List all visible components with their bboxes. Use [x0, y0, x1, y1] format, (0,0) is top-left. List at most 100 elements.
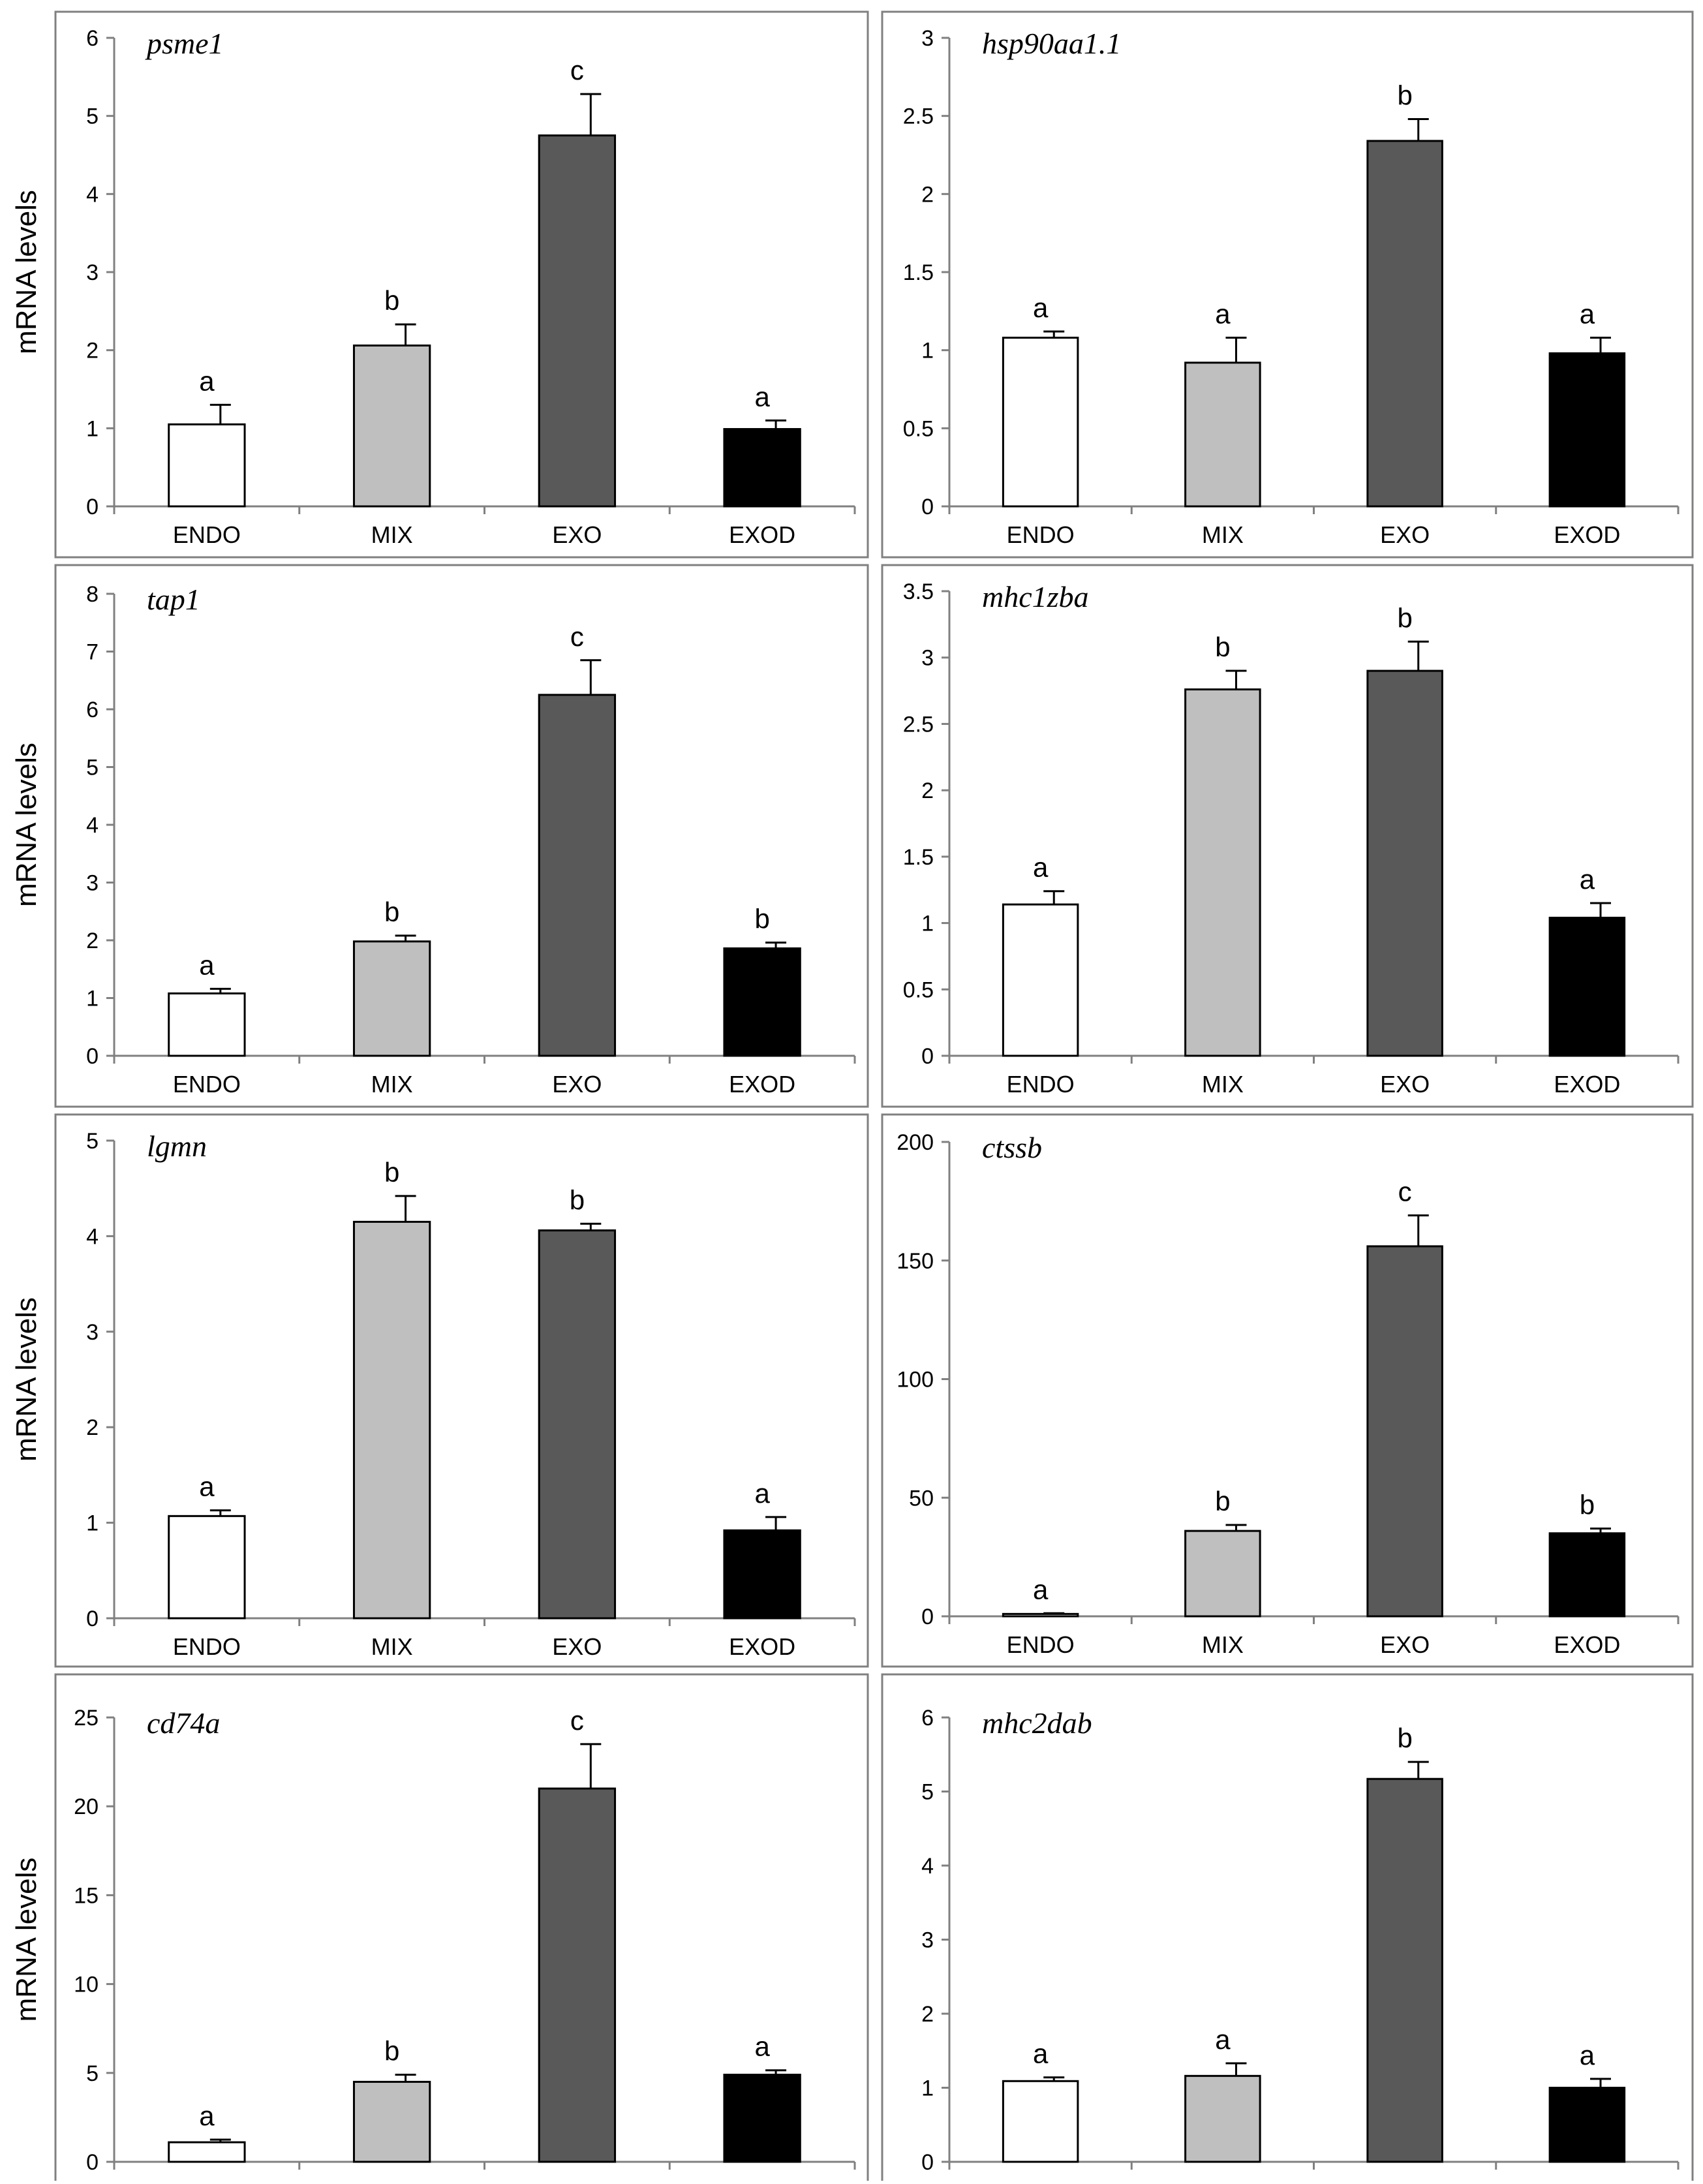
y-tick-label: 100 — [897, 1368, 934, 1392]
significance-letter-ENDO: a — [199, 365, 215, 396]
y-tick-label: 0 — [86, 495, 99, 519]
bar-EXO — [538, 694, 617, 1057]
x-tick-label-EXO: EXO — [552, 521, 602, 548]
y-tick-label: 4 — [921, 1854, 934, 1879]
panel-frame — [54, 10, 869, 559]
panel-frame — [881, 10, 1694, 559]
y-axis-label: mRNA levels — [10, 190, 42, 354]
y-tick-label: 2 — [921, 2002, 934, 2027]
x-tick-label-ENDO: ENDO — [1007, 1071, 1075, 1098]
panel-title: psme1 — [145, 27, 224, 60]
bar-EXO — [1366, 669, 1443, 1057]
y-tick-label: 3 — [921, 26, 934, 51]
x-tick-label-ENDO: ENDO — [173, 2177, 241, 2181]
y-tick-label: 4 — [86, 1224, 99, 1249]
x-tick-label-ENDO: ENDO — [1007, 1631, 1075, 1658]
panel-frame — [54, 1113, 869, 1668]
panel-frame — [881, 564, 1694, 1108]
significance-letter-EXOD: a — [1580, 2040, 1595, 2070]
y-tick-label: 200 — [897, 1130, 934, 1155]
x-tick-label-ENDO: ENDO — [1007, 521, 1075, 548]
x-tick-label-ENDO: ENDO — [173, 1633, 241, 1660]
chart-panel-hsp90aa1.1: 0 0.5 1 1.5 2 2.5 3 a ENDO a MIX b EXO a EXOD hsp90aa1.… — [881, 10, 1694, 559]
chart-panel-mhc2dab: 0 1 2 3 4 5 6 a ENDO a MIX b EXO a EXOD mhc2dab — [881, 1673, 1694, 2184]
significance-letter-EXOD: a — [754, 2031, 770, 2062]
y-tick-label: 2 — [86, 339, 99, 363]
x-tick-label-MIX: MIX — [1202, 2177, 1244, 2181]
y-tick-label: 2.5 — [903, 104, 934, 129]
y-axis-label: mRNA levels — [10, 1297, 42, 1462]
x-tick-label-EXOD: EXOD — [729, 1071, 795, 1098]
x-tick-label-EXO: EXO — [552, 1071, 602, 1098]
y-tick-label: 3 — [86, 260, 99, 285]
x-tick-label-ENDO: ENDO — [173, 521, 241, 548]
bar-MIX — [352, 940, 431, 1057]
panel-title: hsp90aa1.1 — [982, 27, 1121, 60]
bar-EXO — [538, 1229, 617, 1620]
y-tick-label: 1 — [921, 912, 934, 936]
bar-ENDO — [168, 2141, 246, 2163]
significance-letter-EXO: b — [1397, 602, 1412, 633]
significance-letter-EXOD: b — [1580, 1490, 1595, 1520]
bar-EXOD — [1548, 2087, 1626, 2163]
bar-EXOD — [723, 947, 801, 1057]
y-tick-label: 3 — [86, 1320, 99, 1345]
panel-title: ctssb — [982, 1131, 1042, 1164]
y-tick-label: 5 — [86, 756, 99, 780]
y-tick-label: 2.5 — [903, 712, 934, 737]
bar-EXOD — [723, 428, 801, 508]
y-tick-label: 10 — [74, 1973, 99, 1997]
panel-title: cd74a — [147, 1706, 220, 1740]
bar-EXOD — [1548, 916, 1626, 1057]
y-tick-label: 4 — [86, 813, 99, 838]
x-tick-label-EXO: EXO — [1380, 2177, 1430, 2181]
x-tick-label-MIX: MIX — [1202, 1631, 1244, 1658]
significance-letter-MIX: a — [1215, 299, 1231, 330]
y-tick-label: 150 — [897, 1249, 934, 1274]
significance-letter-EXOD: a — [754, 1478, 770, 1509]
y-tick-label: 0.5 — [903, 416, 934, 441]
significance-letter-EXO: b — [1397, 1723, 1412, 1753]
significance-letter-EXO: b — [1397, 80, 1412, 110]
significance-letter-ENDO: a — [199, 1471, 215, 1502]
y-tick-label: 1.5 — [903, 845, 934, 870]
y-tick-label: 3.5 — [903, 579, 934, 604]
bar-MIX — [352, 344, 431, 508]
bar-MIX — [1184, 2074, 1261, 2163]
y-tick-label: 1 — [921, 2076, 934, 2101]
bar-MIX — [1184, 1530, 1261, 1618]
x-tick-label-EXOD: EXOD — [729, 2177, 795, 2181]
x-tick-label-EXO: EXO — [552, 2177, 602, 2181]
y-tick-label: 0 — [86, 2150, 99, 2175]
y-tick-label: 6 — [921, 1706, 934, 1730]
x-tick-label-MIX: MIX — [1202, 521, 1244, 548]
y-tick-label: 0 — [921, 495, 934, 519]
y-tick-label: 5 — [86, 104, 99, 129]
x-tick-label-EXO: EXO — [1380, 1631, 1430, 1658]
bar-EXO — [1366, 140, 1443, 508]
panel-title: lgmn — [147, 1130, 207, 1163]
significance-letter-MIX: b — [384, 2036, 399, 2067]
significance-letter-ENDO: a — [1033, 852, 1049, 883]
x-tick-label-ENDO: ENDO — [1007, 2177, 1075, 2181]
x-tick-label-MIX: MIX — [371, 2177, 413, 2181]
y-tick-label: 3 — [921, 646, 934, 671]
significance-letter-MIX: b — [1215, 632, 1230, 662]
chart-panel-psme1: 0 1 2 3 4 5 6 a ENDO b MIX c EXO a EXOD psme1 mRNA level… — [10, 10, 869, 559]
significance-letter-EXOD: b — [754, 904, 769, 934]
bar-MIX — [1184, 361, 1261, 508]
y-axis-label: mRNA levels — [10, 1858, 42, 2022]
panel-title: mhc2dab — [982, 1706, 1092, 1740]
y-tick-label: 3 — [86, 871, 99, 896]
y-tick-label: 2 — [86, 929, 99, 953]
panel-title: tap1 — [147, 583, 200, 616]
bar-ENDO — [1002, 903, 1079, 1057]
y-tick-label: 5 — [86, 2061, 99, 2086]
bar-ENDO — [168, 1515, 246, 1620]
significance-letter-EXO: c — [1398, 1177, 1412, 1207]
significance-letter-ENDO: a — [1033, 2038, 1049, 2069]
y-tick-label: 5 — [86, 1129, 99, 1154]
significance-letter-ENDO: a — [1033, 1574, 1049, 1605]
significance-letter-ENDO: a — [199, 2100, 215, 2131]
bar-EXOD — [723, 1529, 801, 1620]
